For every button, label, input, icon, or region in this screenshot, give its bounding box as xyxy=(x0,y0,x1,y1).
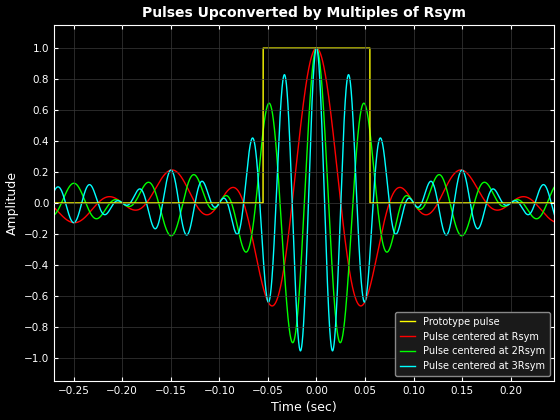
Line: Prototype pulse: Prototype pulse xyxy=(54,48,554,203)
Pulse centered at Rsym xyxy=(519,194,525,199)
Title: Pulses Upconverted by Multiples of Rsym: Pulses Upconverted by Multiples of Rsym xyxy=(142,5,466,20)
Pulse centered at Rsym xyxy=(409,199,416,204)
Pulse centered at Rsym xyxy=(353,299,360,304)
Pulse centered at 3Rsym xyxy=(313,46,320,51)
Pulse centered at 2Rsym xyxy=(519,200,525,205)
Pulse centered at 3Rsym xyxy=(409,199,416,204)
Pulse centered at 2Rsym xyxy=(353,145,360,150)
Pulse centered at 3Rsym xyxy=(175,200,182,205)
Pulse centered at 3Rsym xyxy=(287,164,294,169)
Legend: Prototype pulse, Pulse centered at Rsym, Pulse centered at 2Rsym, Pulse centered: Prototype pulse, Pulse centered at Rsym,… xyxy=(395,312,549,376)
Pulse centered at 3Rsym xyxy=(519,205,525,210)
Prototype pulse xyxy=(409,200,416,205)
Pulse centered at 3Rsym xyxy=(329,348,336,353)
Pulse centered at Rsym xyxy=(175,171,182,176)
Y-axis label: Amplitude: Amplitude xyxy=(6,171,18,235)
Line: Pulse centered at Rsym: Pulse centered at Rsym xyxy=(54,48,554,306)
Pulse centered at 2Rsym xyxy=(372,183,379,188)
Pulse centered at Rsym xyxy=(269,303,276,308)
Prototype pulse xyxy=(260,46,267,51)
Pulse centered at 2Rsym xyxy=(313,46,320,51)
Pulse centered at Rsym xyxy=(287,213,294,218)
Pulse centered at 3Rsym xyxy=(51,189,58,194)
Pulse centered at 2Rsym xyxy=(51,213,58,218)
Prototype pulse xyxy=(519,200,525,205)
Prototype pulse xyxy=(551,200,558,205)
Pulse centered at Rsym xyxy=(372,261,379,266)
Line: Pulse centered at 2Rsym: Pulse centered at 2Rsym xyxy=(54,48,554,343)
Pulse centered at Rsym xyxy=(51,205,58,210)
Pulse centered at 3Rsym xyxy=(551,212,558,217)
Pulse centered at 2Rsym xyxy=(287,336,294,341)
Pulse centered at 2Rsym xyxy=(175,217,182,222)
Pulse centered at 3Rsym xyxy=(353,197,360,202)
Prototype pulse xyxy=(353,46,360,51)
Prototype pulse xyxy=(287,46,294,51)
Pulse centered at 3Rsym xyxy=(372,168,379,173)
Prototype pulse xyxy=(51,200,58,205)
Pulse centered at 2Rsym xyxy=(337,340,344,345)
Line: Pulse centered at 3Rsym: Pulse centered at 3Rsym xyxy=(54,48,554,351)
Pulse centered at Rsym xyxy=(313,46,320,51)
Pulse centered at 2Rsym xyxy=(551,184,558,189)
X-axis label: Time (sec): Time (sec) xyxy=(272,402,337,415)
Pulse centered at Rsym xyxy=(551,219,558,224)
Prototype pulse xyxy=(372,200,379,205)
Prototype pulse xyxy=(175,200,182,205)
Pulse centered at 2Rsym xyxy=(409,199,416,204)
